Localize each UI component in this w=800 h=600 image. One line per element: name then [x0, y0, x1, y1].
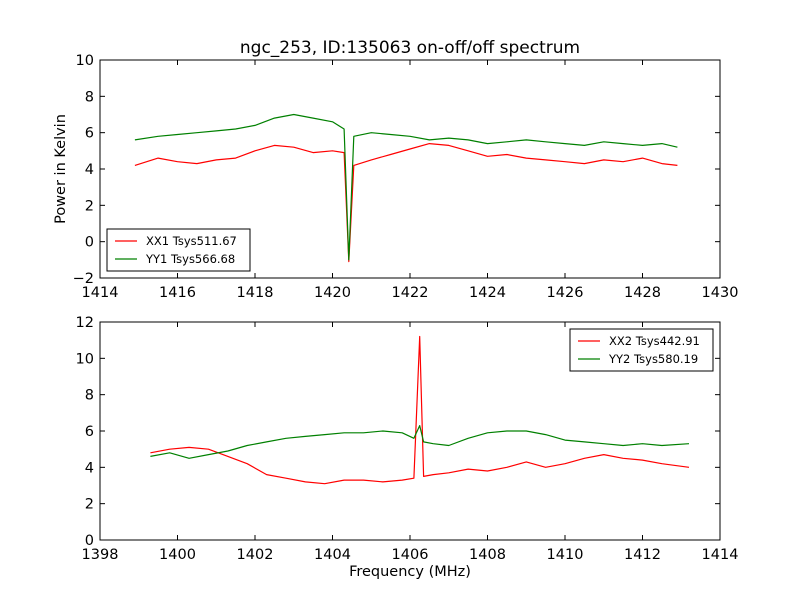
legend-entry: YY1 Tsys566.68 [145, 252, 235, 266]
legend: XX1 Tsys511.67 YY1 Tsys566.68 [106, 228, 251, 272]
legend: XX2 Tsys442.91 YY2 Tsys580.19 [569, 328, 714, 372]
y-tick-label: 8 [85, 89, 94, 105]
top-panel: 1414 1416 1418 1420 1422 1424 1426 1428 1430 −2 0 2… [73, 53, 739, 301]
bottom-panel: 1398 1400 1402 1404 1406 1408 1410 1412 1414 0 2 4 6… [76, 315, 739, 563]
y-tick-label: 2 [85, 198, 94, 214]
legend-box [569, 328, 714, 372]
y-tick-label: 6 [85, 424, 94, 440]
y-tick-label: 6 [85, 126, 94, 142]
chart-title: ngc_253, ID:135063 on-off/off spectrum [240, 38, 580, 58]
series-line-yy [134, 113, 678, 261]
x-tick-label: 1414 [82, 285, 119, 301]
legend-entry: XX1 Tsys511.67 [146, 234, 237, 248]
legend-box [106, 228, 251, 272]
x-tick-label: 1424 [469, 285, 506, 301]
y-tick-label: 10 [76, 351, 94, 367]
legend-entry: XX2 Tsys442.91 [609, 334, 700, 348]
series-line-yy [150, 425, 690, 459]
x-tick-label: 1402 [237, 547, 274, 563]
x-tick-label: 1430 [702, 285, 739, 301]
x-tick-label: 1428 [624, 285, 661, 301]
x-tick-label: 1406 [392, 547, 429, 563]
y-tick-label: −2 [73, 271, 94, 287]
y-tick-label: 10 [76, 53, 94, 69]
y-tick-label: 4 [85, 162, 94, 178]
series-line-xx [134, 143, 678, 263]
x-tick-label: 1398 [82, 547, 119, 563]
x-tick-label: 1410 [547, 547, 584, 563]
y-tick-label: 4 [85, 460, 94, 476]
y-axis-label: Power in Kelvin [53, 114, 69, 224]
y-tick-label: 2 [85, 497, 94, 513]
x-tick-label: 1426 [547, 285, 584, 301]
x-tick-label: 1400 [159, 547, 196, 563]
x-tick-label: 1404 [314, 547, 351, 563]
y-tick-label: 8 [85, 388, 94, 404]
legend-entry: YY2 Tsys580.19 [608, 352, 698, 366]
y-tick-label: 0 [85, 235, 94, 251]
x-tick-label: 1416 [159, 285, 196, 301]
series-line-xx [150, 335, 690, 485]
y-tick-label: 12 [76, 315, 94, 331]
x-tick-label: 1412 [624, 547, 661, 563]
y-tick-label: 0 [85, 533, 94, 549]
x-axis-label: Frequency (MHz) [349, 564, 471, 580]
x-tick-label: 1422 [392, 285, 429, 301]
x-tick-label: 1414 [702, 547, 739, 563]
x-tick-label: 1408 [469, 547, 506, 563]
x-tick-label: 1420 [314, 285, 351, 301]
x-tick-label: 1418 [237, 285, 274, 301]
